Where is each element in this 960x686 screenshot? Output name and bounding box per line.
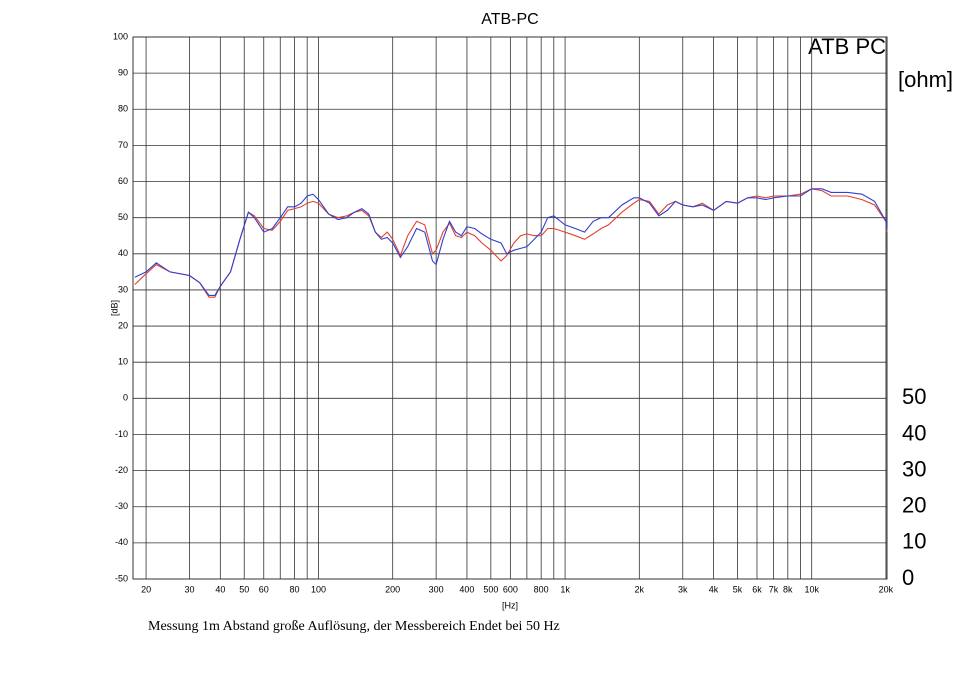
y-tick-label: 0 <box>123 393 128 403</box>
corner-label: ATB PC <box>808 34 886 59</box>
x-tick-label: 30 <box>185 584 195 594</box>
y-tick-label: -30 <box>115 501 128 511</box>
series-line <box>134 188 888 298</box>
x-tick-label: 300 <box>429 584 444 594</box>
x-tick-label: 80 <box>290 584 300 594</box>
x-tick-label: 4k <box>709 584 719 594</box>
x-tick-label: 2k <box>635 584 645 594</box>
y-tick-label: -10 <box>115 429 128 439</box>
x-tick-label: 500 <box>483 584 498 594</box>
x-tick-label: 100 <box>311 584 326 594</box>
x-tick-label: 20k <box>879 584 894 594</box>
y-tick-label: 30 <box>118 284 128 294</box>
x-tick-label: 7k <box>769 584 779 594</box>
y-tick-label: 90 <box>118 68 128 78</box>
x-tick-label: 50 <box>239 584 249 594</box>
y-tick-label: 100 <box>113 31 128 41</box>
x-tick-label: 200 <box>385 584 400 594</box>
y2-tick-label: 20 <box>902 493 926 518</box>
x-tick-label: 10k <box>804 584 819 594</box>
y-tick-label: 20 <box>118 320 128 330</box>
x-tick-label: 1k <box>560 584 570 594</box>
y-tick-label: 60 <box>118 176 128 186</box>
y-tick-label: 10 <box>118 357 128 367</box>
y2-tick-label: 10 <box>902 529 926 554</box>
y-tick-label: -40 <box>115 537 128 547</box>
series-line <box>134 188 888 296</box>
y2-axis-label: [ohm] <box>898 67 953 92</box>
x-tick-label: 60 <box>259 584 269 594</box>
plot-frame <box>132 36 888 580</box>
x-tick-label: 800 <box>534 584 549 594</box>
y2-tick-label: 50 <box>902 384 926 409</box>
x-tick-label: 600 <box>503 584 518 594</box>
x-tick-label: 8k <box>783 584 793 594</box>
y-tick-label: 70 <box>118 140 128 150</box>
y2-tick-label: 0 <box>902 565 914 590</box>
y-tick-label: 40 <box>118 248 128 258</box>
caption: Messung 1m Abstand große Auflösung, der … <box>148 619 560 634</box>
x-tick-label: 20 <box>141 584 151 594</box>
x-tick-label: 5k <box>733 584 743 594</box>
x-tick-label: 400 <box>459 584 474 594</box>
x-tick-label: 40 <box>215 584 225 594</box>
y-tick-label: 80 <box>118 104 128 114</box>
chart-title: ATB-PC <box>481 11 538 28</box>
y2-tick-label: 40 <box>902 420 926 445</box>
y-tick-label: -50 <box>115 573 128 583</box>
y2-tick-label: 30 <box>902 456 926 481</box>
x-tick-label: 3k <box>678 584 688 594</box>
y-tick-label: -20 <box>115 465 128 475</box>
y-tick-label: 50 <box>118 212 128 222</box>
y-axis-label: [dB] <box>109 300 119 316</box>
x-tick-label: 6k <box>752 584 762 594</box>
x-axis-label: [Hz] <box>502 600 518 610</box>
